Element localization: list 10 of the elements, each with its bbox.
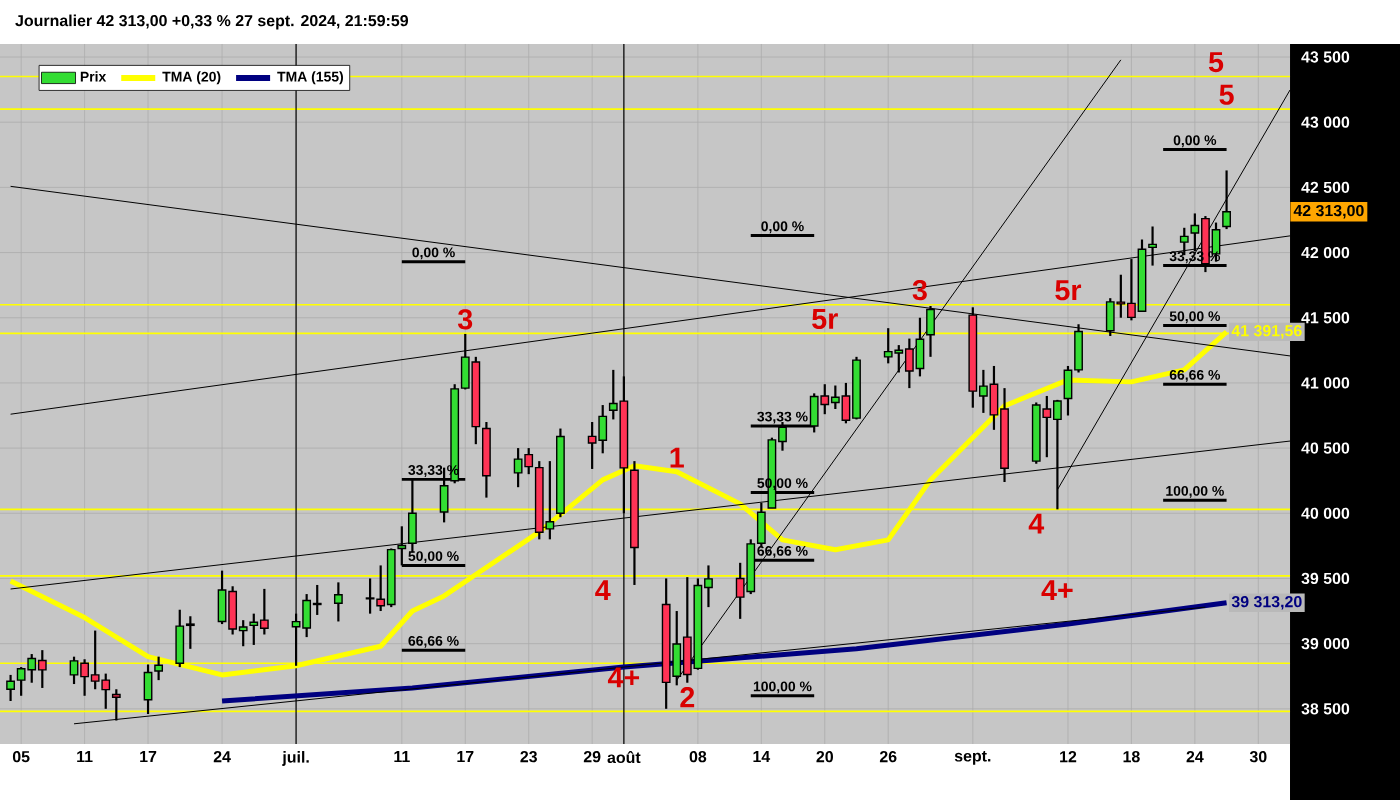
- annotation: 1: [670, 447, 684, 468]
- annotation: 5: [1219, 84, 1234, 105]
- annotation: 5: [1208, 52, 1224, 73]
- annotation: 4+: [1041, 580, 1073, 600]
- annotation: 5r: [812, 308, 838, 329]
- annotation: 5r: [1055, 280, 1082, 301]
- annotation: 3: [457, 309, 473, 330]
- annotation: 2: [680, 687, 695, 708]
- annotation: 4: [595, 580, 611, 600]
- annotation: 4: [1028, 513, 1045, 534]
